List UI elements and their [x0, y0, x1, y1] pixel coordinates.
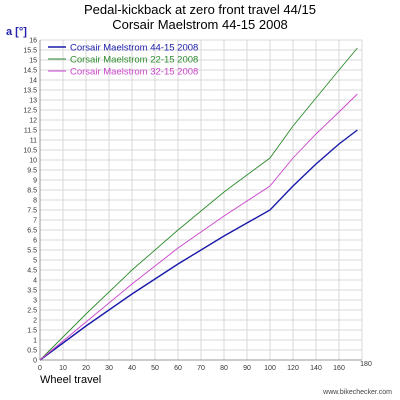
y-tick-label: 4.5 [27, 268, 37, 275]
legend-entry: Corsair Maelstrom 32-15 2008 [70, 67, 198, 78]
y-tick-label: 3.5 [27, 288, 37, 295]
x-tick-label: 0 [38, 365, 42, 372]
y-tick-label: 12.5 [23, 108, 37, 115]
y-tick-label: 7 [33, 218, 37, 225]
y-tick-label: 7.5 [27, 208, 37, 215]
series-line-2 [39, 47, 358, 361]
credit-text: www.bikechecker.com [323, 389, 392, 396]
series-lines [39, 47, 358, 361]
y-tick-label: 0.5 [27, 348, 37, 355]
y-tick-label: 8 [33, 198, 37, 205]
y-tick-label: 1 [33, 338, 37, 345]
y-tick-label: 11 [30, 138, 37, 145]
axes [39, 40, 362, 361]
y-tick-label: 16 [29, 38, 37, 45]
y-tick-label: 14 [29, 78, 37, 85]
y-tick-label: 15.5 [23, 48, 37, 55]
y-tick-label: 4 [33, 278, 37, 285]
x-tick-label: 10 [59, 365, 67, 372]
y-axis-label: a [°] [6, 26, 27, 38]
legend-entry: Corsair Maelstrom 22-15 2008 [70, 55, 198, 66]
x-tick-label: 60 [174, 365, 182, 372]
y-tick-label: 9.5 [27, 168, 37, 175]
chart-subtitle: Corsair Maelstrom 44-15 2008 [112, 17, 288, 32]
x-tick-label: 30 [105, 365, 113, 372]
y-tick-label: 2 [33, 318, 37, 325]
x-tick-label: 40 [128, 365, 136, 372]
y-tick-label: 9 [33, 178, 37, 185]
y-tick-label: 13.5 [23, 88, 37, 95]
x-tick-label: 180 [360, 361, 372, 368]
y-tick-label: 14.5 [23, 68, 37, 75]
y-tick-label: 3 [33, 298, 37, 305]
chart-title: Pedal-kickback at zero front travel 44/1… [84, 2, 316, 17]
x-tick-label: 80 [220, 365, 228, 372]
x-tick-labels: 0 10 20 30 40 50 60 70 80 90 100 120 140 160 180 [38, 361, 372, 372]
x-tick-label: 50 [151, 365, 159, 372]
y-tick-label: 6 [33, 238, 37, 245]
legend-entry: Corsair Maelstrom 44-15 2008 [70, 43, 198, 54]
y-tick-label: 6.5 [27, 228, 37, 235]
y-tick-label: 10.5 [23, 148, 37, 155]
x-tick-label: 20 [82, 365, 90, 372]
y-tick-label: 11.5 [24, 128, 37, 135]
x-tick-label: 100 [264, 365, 276, 372]
y-tick-label: 5.5 [27, 248, 37, 255]
x-axis-label: Wheel travel [40, 374, 102, 386]
y-tick-label: 1.5 [27, 328, 37, 335]
series-line-3 [39, 93, 358, 361]
y-tick-label: 12 [29, 118, 37, 125]
x-tick-label: 140 [310, 365, 322, 372]
y-tick-label: 0 [33, 358, 37, 365]
x-tick-label: 90 [243, 365, 251, 372]
y-tick-label: 10 [29, 158, 37, 165]
series-line-1 [39, 129, 358, 361]
y-tick-label: 15 [29, 58, 37, 65]
x-tick-label: 70 [197, 365, 205, 372]
y-tick-label: 2.5 [27, 308, 37, 315]
x-tick-label: 120 [287, 365, 299, 372]
y-tick-label: 13 [29, 98, 37, 105]
x-tick-label: 160 [333, 365, 345, 372]
y-tick-label: 8.5 [27, 188, 37, 195]
y-tick-labels: 00.511.522.533.544.555.566.577.588.599.5… [23, 38, 37, 365]
y-tick-label: 5 [33, 258, 37, 265]
